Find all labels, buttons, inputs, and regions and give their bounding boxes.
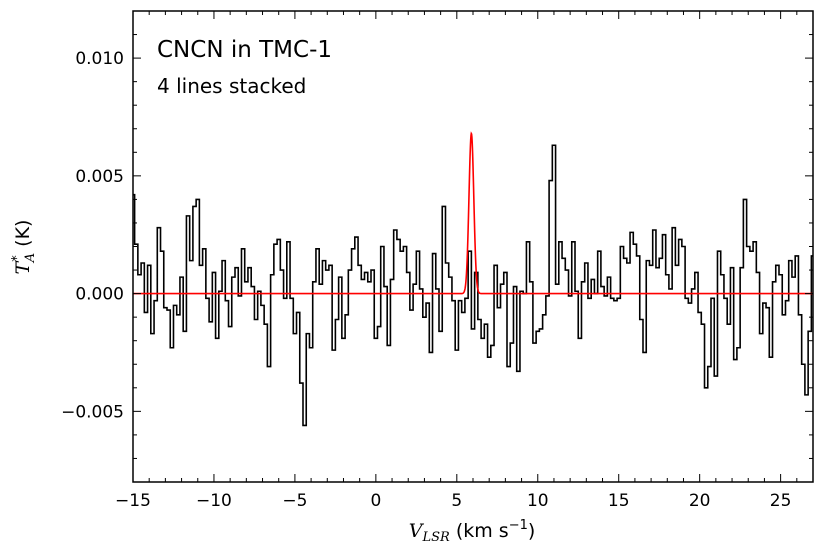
y-tick-label: −0.005 (61, 402, 124, 422)
y-tick-label: 0.010 (75, 49, 124, 69)
x-tick-label: 5 (451, 491, 462, 511)
x-axis-label-units-exponent: −1 (509, 518, 528, 533)
annotation-subtitle: 4 lines stacked (157, 74, 306, 98)
x-tick-label: −5 (282, 491, 307, 511)
y-axis-label-symbol: T (12, 260, 34, 274)
x-tick-label: 0 (370, 491, 381, 511)
x-tick-label: 15 (608, 491, 630, 511)
x-tick-label: 20 (689, 491, 711, 511)
y-axis-label: T*A (K) (10, 220, 38, 275)
x-axis-label-subscript: LSR (421, 530, 450, 545)
gaussian-fit-line (133, 131, 813, 295)
x-axis-label: VLSR (km s−1) (409, 518, 536, 545)
spectrum-line (133, 144, 813, 427)
x-tick-label: 10 (527, 491, 549, 511)
y-axis-label-units: (K) (12, 220, 34, 253)
x-tick-label: −10 (196, 491, 232, 511)
y-tick-label: 0.000 (75, 285, 124, 305)
x-tick-label: −15 (115, 491, 151, 511)
plot-content (133, 131, 813, 427)
tick-labels: −15 −10 −5 0 5 10 15 20 25 −0.005 0.000 0.005 0.010 (61, 49, 791, 511)
x-axis-label-units-prefix: (km s (450, 520, 509, 542)
x-axis-label-units-suffix: ) (528, 520, 535, 542)
axes-frame (132, 10, 814, 483)
y-tick-label: 0.005 (75, 167, 124, 187)
x-axis-label-symbol: V (409, 520, 425, 542)
y-axis-label-subscript: A (23, 253, 38, 263)
x-tick-label: 25 (770, 491, 792, 511)
y-axis-label-superscript: * (10, 255, 25, 262)
annotation-title: CNCN in TMC-1 (157, 37, 332, 63)
